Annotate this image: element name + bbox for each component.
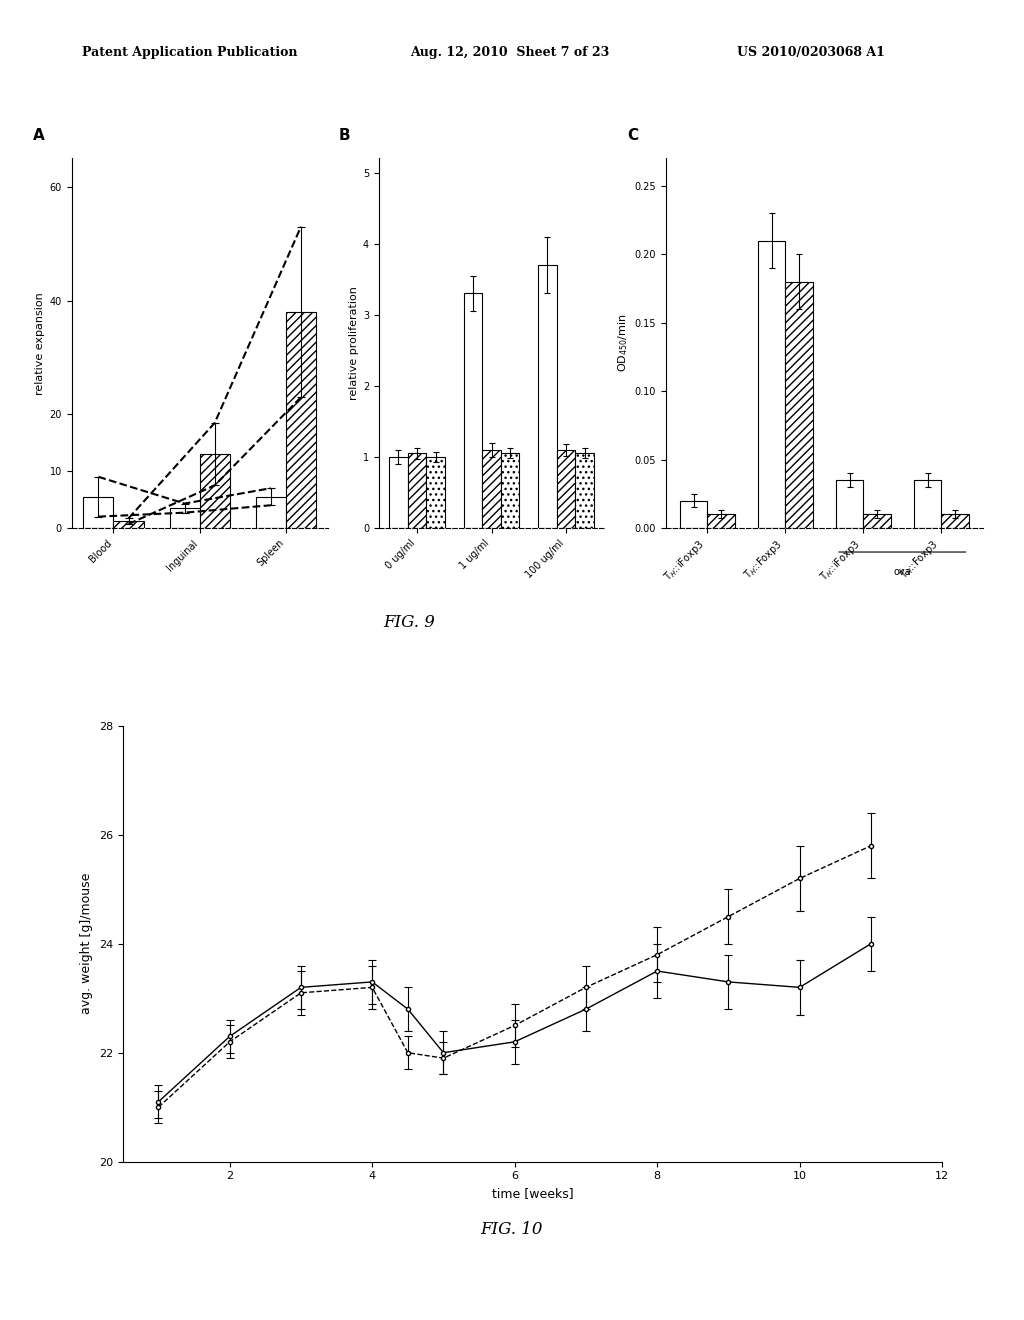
Bar xyxy=(114,521,143,528)
Text: A: A xyxy=(34,128,45,143)
Bar xyxy=(863,515,891,528)
Bar xyxy=(836,480,863,528)
Y-axis label: OD$_{450}$/min: OD$_{450}$/min xyxy=(616,314,630,372)
Bar xyxy=(200,454,229,528)
Text: ova: ova xyxy=(894,566,911,577)
Bar xyxy=(408,453,426,528)
Text: US 2010/0203068 A1: US 2010/0203068 A1 xyxy=(737,46,885,59)
Text: C: C xyxy=(628,128,639,143)
Bar xyxy=(170,508,200,528)
Bar xyxy=(389,457,408,528)
Bar xyxy=(557,450,575,528)
Y-axis label: relative proliferation: relative proliferation xyxy=(349,286,358,400)
Bar xyxy=(256,496,286,528)
Bar xyxy=(286,312,316,528)
Bar xyxy=(758,240,785,528)
Text: FIG. 10: FIG. 10 xyxy=(480,1221,544,1238)
Text: Patent Application Publication: Patent Application Publication xyxy=(82,46,297,59)
Bar xyxy=(785,281,813,528)
Y-axis label: avg. weight [g]/mouse: avg. weight [g]/mouse xyxy=(80,873,93,1015)
Bar xyxy=(538,265,557,528)
Bar xyxy=(464,293,482,528)
Bar xyxy=(914,480,941,528)
Text: FIG. 9: FIG. 9 xyxy=(384,614,435,631)
Bar xyxy=(575,453,594,528)
Bar xyxy=(426,457,445,528)
Text: B: B xyxy=(338,128,350,143)
Bar xyxy=(482,450,501,528)
Y-axis label: relative expansion: relative expansion xyxy=(36,292,45,395)
Bar xyxy=(83,496,114,528)
X-axis label: time [weeks]: time [weeks] xyxy=(492,1187,573,1200)
Bar xyxy=(501,453,519,528)
Bar xyxy=(708,515,734,528)
Bar xyxy=(680,500,708,528)
Bar xyxy=(941,515,969,528)
Text: Aug. 12, 2010  Sheet 7 of 23: Aug. 12, 2010 Sheet 7 of 23 xyxy=(410,46,609,59)
